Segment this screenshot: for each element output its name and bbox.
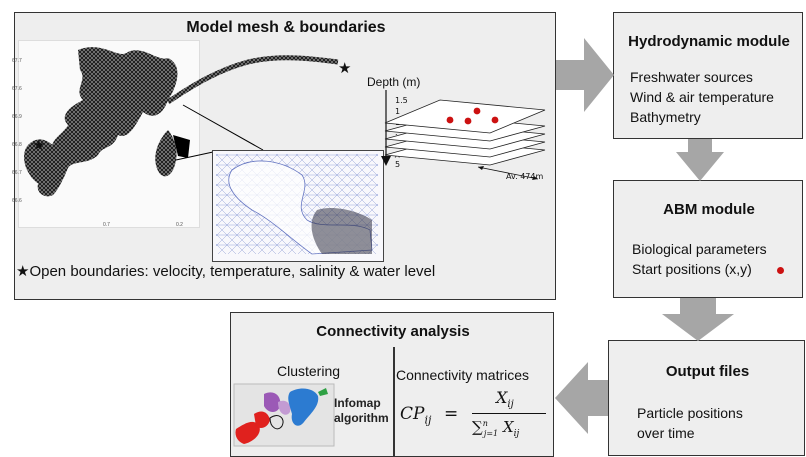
depth-layer-stack xyxy=(384,99,546,180)
particle-dot xyxy=(446,116,454,124)
formula-sum: ∑ xyxy=(472,418,483,436)
depth-value-5: . xyxy=(395,138,398,147)
hydro-item-bathymetry: Bathymetry xyxy=(630,109,701,125)
formula-num-x: X xyxy=(496,388,508,407)
depth-value-4: . xyxy=(395,128,398,137)
svg-text:67.6: 67.6 xyxy=(12,86,22,92)
formula-lhs: CPij xyxy=(400,404,431,426)
infomap-label: Infomap algorithm xyxy=(334,396,389,426)
formula-fraction-bar xyxy=(472,413,546,415)
output-files-panel: Output files Particle positions over tim… xyxy=(608,340,805,456)
connectivity-matrices-label: Connectivity matrices xyxy=(396,367,530,383)
formula-num-sub: ij xyxy=(507,399,514,411)
arrow-abm-to-output xyxy=(662,298,734,341)
clustering-label: Clustering xyxy=(277,363,341,379)
abm-module-title: ABM module xyxy=(663,201,755,218)
formula-sum-sup: n xyxy=(482,419,488,428)
depth-axis-arrow xyxy=(381,90,391,166)
depth-value-2: 1 xyxy=(395,107,401,116)
output-item-time: over time xyxy=(637,425,695,441)
abm-item-start-positions: Start positions (x,y) xyxy=(632,261,752,277)
depth-label: Depth (m) xyxy=(367,75,421,89)
hydrodynamic-module-panel: Hydrodynamic module Freshwater sources W… xyxy=(613,12,803,139)
arrow-hydro-to-abm xyxy=(676,139,724,181)
mesh-zoom-drawing xyxy=(216,154,378,255)
lake-branch xyxy=(24,139,59,186)
open-boundaries-caption: ★Open boundaries: velocity, temperature,… xyxy=(16,262,435,282)
infomap-line-2: algorithm xyxy=(334,411,389,425)
open-boundaries-text: Open boundaries: velocity, temperature, … xyxy=(29,263,436,280)
svg-text:66.7: 66.7 xyxy=(12,170,22,176)
particle-dot xyxy=(473,107,481,115)
zoom-region-marker xyxy=(173,135,190,158)
model-mesh-title: Model mesh & boundaries xyxy=(186,19,386,36)
layer-top xyxy=(384,99,546,134)
star-marker-icon: ★ xyxy=(338,60,352,77)
depth-value-6: 5 xyxy=(395,160,401,169)
formula-cp: CP xyxy=(400,404,425,424)
formula-den-sub: ij xyxy=(513,429,520,439)
mesh-map-drawing: 67.7 67.6 66.9 66.8 66.7 66.6 0.7 0.2 xyxy=(12,47,339,228)
formula-equals: = xyxy=(444,404,459,424)
formula-sum-sub: j=1 xyxy=(483,429,499,438)
formula-cp-sub: ij xyxy=(424,413,432,427)
particle-dot-icon xyxy=(777,267,784,274)
formula-numerator: Xij xyxy=(496,388,514,410)
clustering-map-thumbnail xyxy=(233,383,335,447)
river-channel xyxy=(166,55,339,105)
svg-text:66.6: 66.6 xyxy=(12,198,22,204)
output-item-positions: Particle positions xyxy=(637,405,743,421)
particle-dot xyxy=(491,116,499,124)
connectivity-analysis-title: Connectivity analysis xyxy=(316,323,470,340)
hydrodynamic-module-title: Hydrodynamic module xyxy=(628,33,790,50)
depth-value-1: 1.5 xyxy=(395,96,408,105)
star-icon: ★ xyxy=(16,263,30,280)
lake-branch-south xyxy=(155,130,177,177)
infomap-line-1: Infomap xyxy=(334,396,381,410)
particle-dot xyxy=(464,117,472,125)
svg-text:0.2: 0.2 xyxy=(176,222,183,228)
star-marker-icon: ★ xyxy=(32,137,46,154)
lake-mesh xyxy=(37,47,178,197)
panel-divider xyxy=(393,347,395,457)
svg-text:0.7: 0.7 xyxy=(103,222,110,228)
formula-denominator: ∑nj=1 Xij xyxy=(472,418,519,439)
svg-text:66.8: 66.8 xyxy=(12,142,22,148)
hydro-item-wind: Wind & air temperature xyxy=(630,89,774,105)
abm-item-biological: Biological parameters xyxy=(632,241,767,257)
average-distance-label: Av. 474m xyxy=(506,172,544,181)
formula-den-x: X xyxy=(502,418,514,436)
hydro-item-freshwater: Freshwater sources xyxy=(630,69,753,85)
arrow-mesh-to-hydro xyxy=(556,38,614,112)
arrow-output-to-connectivity xyxy=(555,362,608,434)
svg-text:66.9: 66.9 xyxy=(12,114,22,120)
abm-module-panel: ABM module Biological parameters Start p… xyxy=(613,180,803,298)
connectivity-formula: CPij = Xij ∑nj=1 Xij xyxy=(400,388,552,448)
output-files-title: Output files xyxy=(665,363,750,380)
svg-text:67.7: 67.7 xyxy=(12,58,22,64)
